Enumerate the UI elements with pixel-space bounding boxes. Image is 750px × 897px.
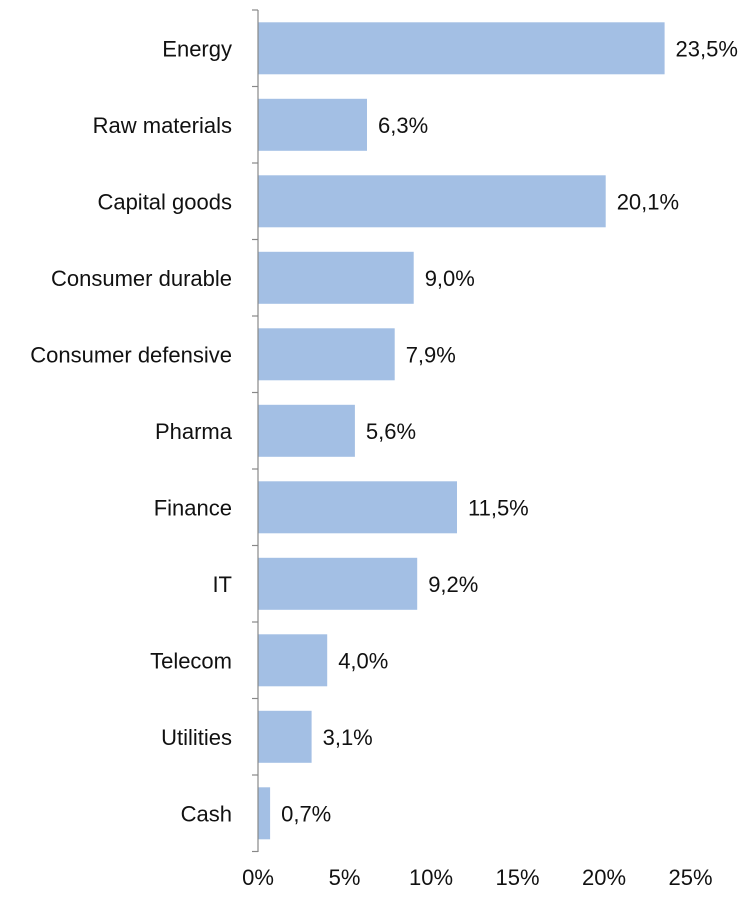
value-label: 5,6% xyxy=(366,419,416,444)
value-label: 11,5% xyxy=(468,495,529,520)
category-label: IT xyxy=(212,572,232,597)
bar-finance xyxy=(258,481,457,534)
category-label: Pharma xyxy=(155,419,233,444)
category-label: Utilities xyxy=(161,725,232,750)
bar-capital-goods xyxy=(258,175,606,228)
x-tick-label: 5% xyxy=(329,865,361,890)
x-tick-label: 25% xyxy=(668,865,712,890)
category-label: Energy xyxy=(162,36,232,61)
category-labels-group: Energy Raw materials Capital goods Consumer… xyxy=(30,36,233,826)
value-label: 7,9% xyxy=(406,342,456,367)
bar-consumer-durable xyxy=(258,251,414,304)
bar-telecom xyxy=(258,634,328,687)
bar-utilities xyxy=(258,710,312,763)
value-label: 4,0% xyxy=(338,648,388,673)
category-label: Raw materials xyxy=(93,113,232,138)
value-labels-group: 23,5% 6,3% 20,1% 9,0% 7,9% 5,6% 11,5% 9,2% 4,0% 3… xyxy=(281,36,738,826)
bar-energy xyxy=(258,22,665,75)
category-label: Consumer defensive xyxy=(30,342,232,367)
value-label: 9,2% xyxy=(428,572,478,597)
bars-group xyxy=(258,22,665,840)
x-tick-label: 20% xyxy=(582,865,626,890)
category-label: Consumer durable xyxy=(51,266,232,291)
value-label: 23,5% xyxy=(676,36,738,61)
value-label: 6,3% xyxy=(378,113,428,138)
bar-it xyxy=(258,557,418,610)
bar-cash xyxy=(258,787,271,840)
category-label: Capital goods xyxy=(97,189,232,214)
axes-group xyxy=(252,9,259,853)
value-label: 20,1% xyxy=(617,189,679,214)
x-tick-label: 15% xyxy=(495,865,539,890)
x-tick-label: 10% xyxy=(409,865,453,890)
category-label: Telecom xyxy=(150,648,232,673)
bar-pharma xyxy=(258,404,355,457)
bar-raw-materials xyxy=(258,98,367,151)
x-tick-label: 0% xyxy=(242,865,274,890)
value-label: 0,7% xyxy=(281,801,331,826)
x-tick-labels-group: 0% 5% 10% 15% 20% 25% xyxy=(242,865,712,890)
bar-consumer-defensive xyxy=(258,328,395,381)
value-label: 3,1% xyxy=(323,725,373,750)
category-label: Cash xyxy=(181,801,232,826)
value-label: 9,0% xyxy=(425,266,475,291)
category-label: Finance xyxy=(154,495,232,520)
